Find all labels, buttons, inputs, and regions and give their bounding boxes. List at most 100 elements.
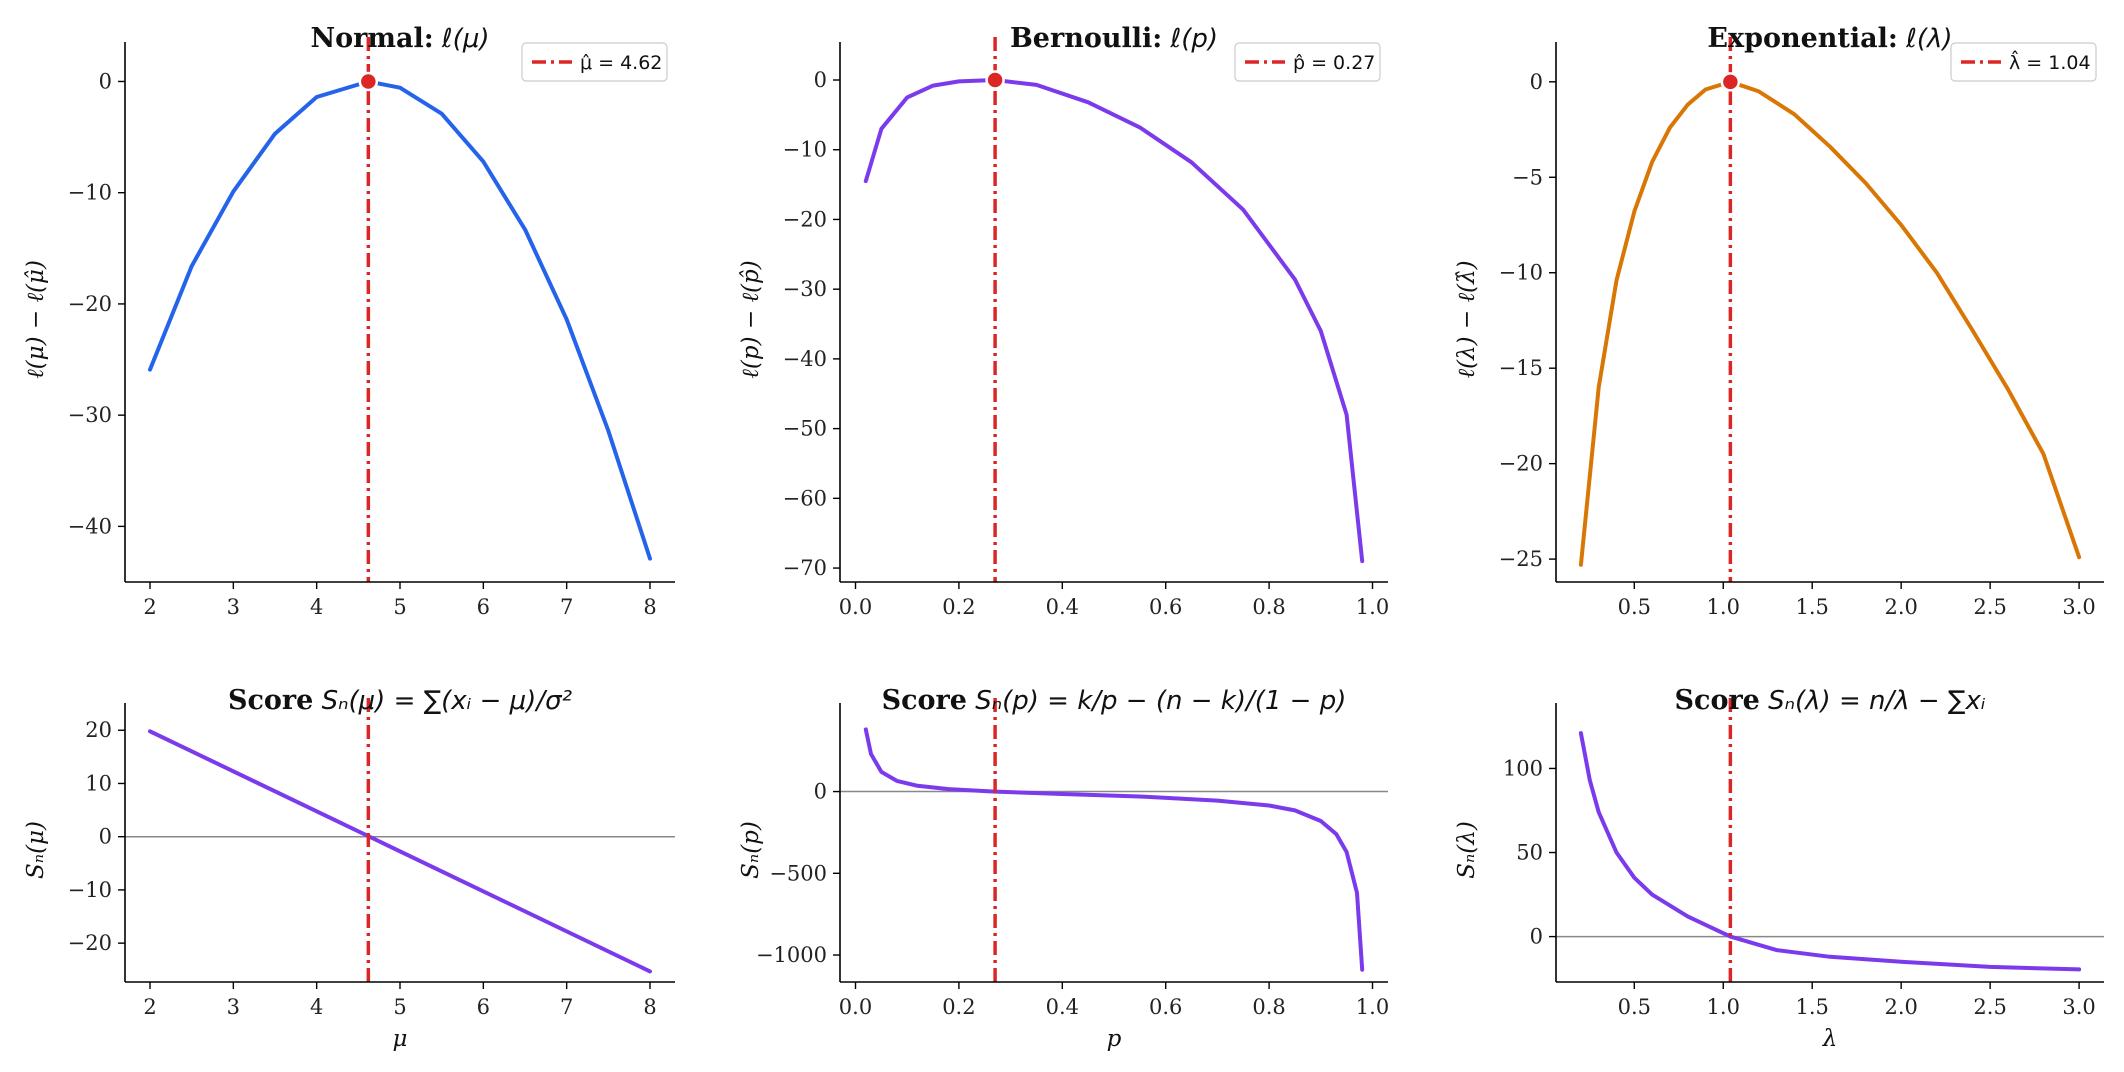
y-tick-label: −40 (783, 347, 827, 371)
chart-title-math: ℓ(λ) (1898, 24, 1953, 54)
y-tick-label: −20 (1499, 452, 1543, 476)
y-tick-label: 0 (1530, 70, 1543, 94)
chart-panel-4: 2 3 4 5 6 7 8 20 10 0 −10 −20 Score Sₙ(μ) = ∑(xᵢ − μ… (23, 685, 675, 1052)
x-tick-label: 3 (227, 995, 240, 1019)
y-tick-label: −5 (1512, 165, 1543, 189)
chart-title-bold: Bernoulli: (1010, 23, 1162, 54)
x-tick-label: 1.5 (1796, 595, 1829, 619)
y-tick-label: −25 (1499, 547, 1543, 571)
y-tick-label: −10 (68, 878, 112, 902)
chart-title: Normal: ℓ(μ) (310, 23, 489, 54)
y-tick-label: 0 (814, 68, 827, 92)
y-tick-label: −70 (783, 556, 827, 580)
x-tick-label: 2.0 (1884, 595, 1917, 619)
x-tick-label: 0.6 (1149, 595, 1182, 619)
y-axis-label: Sₙ(μ) (23, 821, 49, 879)
x-tick-label: 6 (477, 995, 490, 1019)
y-tick-label: −30 (783, 277, 827, 301)
series-line (148, 79, 652, 561)
legend-box (521, 42, 668, 82)
chart-title: Score Sₙ(μ) = ∑(xᵢ − μ)/σ² (228, 685, 572, 716)
series-line (1578, 79, 2082, 567)
x-tick-label: 7 (560, 995, 573, 1019)
y-tick-label: −30 (68, 403, 112, 427)
y-tick-label: −10 (1499, 261, 1543, 285)
chart-title-bold: Score (1675, 685, 1760, 716)
x-tick-label: 2.5 (1973, 595, 2006, 619)
x-tick-label: 0.0 (839, 595, 872, 619)
x-tick-label: 0.8 (1252, 995, 1285, 1019)
x-tick-label: 0.2 (942, 995, 975, 1019)
chart-title-bold: Score (882, 685, 967, 716)
y-axis-label: ℓ(λ) − ℓ(λ̂) (1454, 260, 1480, 378)
y-tick-label: −10 (783, 138, 827, 162)
series-line (148, 729, 652, 974)
x-tick-label: 5 (393, 995, 406, 1019)
y-tick-label: 50 (1516, 841, 1543, 865)
series-line (1578, 731, 2082, 972)
x-tick-label: 4 (310, 995, 323, 1019)
x-axis-label: μ (393, 1026, 408, 1052)
y-axis-label: Sₙ(p) (738, 821, 764, 879)
x-tick-label: 0.8 (1252, 595, 1285, 619)
chart-title-bold: Score (228, 685, 313, 716)
x-tick-label: 0.5 (1618, 595, 1651, 619)
chart-title: Bernoulli: ℓ(p) (1010, 23, 1218, 54)
x-tick-label: 1.0 (1356, 995, 1389, 1019)
y-axis-label: ℓ(μ) − ℓ(μ̂) (23, 260, 49, 379)
series-line (863, 78, 1365, 564)
legend-label: μ̂ = 4.62 (580, 52, 662, 74)
chart-title-math: Sₙ(μ) = ∑(xᵢ − μ)/σ² (313, 686, 572, 716)
y-tick-label: −1000 (756, 943, 827, 967)
x-tick-label: 1.5 (1796, 995, 1829, 1019)
y-tick-label: −20 (68, 292, 112, 316)
y-tick-label: −10 (68, 181, 112, 205)
legend-box (1234, 42, 1381, 82)
x-tick-label: 0.4 (1046, 595, 1079, 619)
x-tick-label: 0.0 (839, 995, 872, 1019)
y-tick-label: −500 (769, 861, 827, 885)
chart-title-math: ℓ(μ) (434, 24, 490, 54)
y-tick-label: −20 (783, 207, 827, 231)
y-tick-label: 0 (99, 69, 112, 93)
x-tick-label: 0.6 (1149, 995, 1182, 1019)
x-tick-label: 8 (643, 595, 656, 619)
x-axis-label: λ (1822, 1026, 1838, 1052)
legend-label: λ̂ = 1.04 (2009, 50, 2091, 74)
x-tick-label: 1.0 (1707, 595, 1740, 619)
x-tick-label: 7 (560, 595, 573, 619)
x-tick-label: 1.0 (1707, 995, 1740, 1019)
chart-title: Score Sₙ(λ) = n/λ − ∑xᵢ (1675, 685, 1986, 716)
chart-panel-6: 0.5 1.0 1.5 2.0 2.5 3.0 100 50 0 Score Sₙ(λ) = n/… (1454, 685, 2104, 1052)
chart-title-bold: Normal: (310, 23, 433, 54)
chart-panel-1: 2 3 4 5 6 7 8 0 −10 −20 −30 −40 Normal: ℓ(μ) ℓ(μ) − ℓ… (23, 23, 675, 619)
x-tick-label: 2.5 (1973, 995, 2006, 1019)
y-tick-label: 0 (814, 780, 827, 804)
mle-point (358, 71, 379, 92)
y-tick-label: 0 (99, 825, 112, 849)
x-tick-label: 4 (310, 595, 323, 619)
series-line (863, 727, 1365, 972)
chart-title-math: Sₙ(λ) = n/λ − ∑xᵢ (1760, 686, 1986, 716)
x-axis-label: p (1107, 1026, 1122, 1052)
x-tick-label: 2 (143, 595, 156, 619)
chart-panel-5: 0.0 0.2 0.4 0.6 0.8 1.0 0 −500 −1000 Score Sₙ(p) … (738, 685, 1389, 1052)
x-tick-label: 1.0 (1356, 595, 1389, 619)
x-tick-label: 3.0 (2062, 595, 2095, 619)
chart-title-bold: Exponential: (1707, 23, 1897, 54)
y-tick-label: −15 (1499, 356, 1543, 380)
chart-panel-3: 0.5 1.0 1.5 2.0 2.5 3.0 0 −5 −10 −15 −20 −25 Exponen… (1454, 23, 2104, 619)
y-tick-label: −20 (68, 931, 112, 955)
x-tick-label: 6 (477, 595, 490, 619)
chart-title: Score Sₙ(p) = k/p − (n − k)/(1 − p) (882, 685, 1347, 716)
chart-title-math: ℓ(p) (1162, 24, 1218, 54)
x-tick-label: 0.4 (1046, 995, 1079, 1019)
chart-title-math: Sₙ(p) = k/p − (n − k)/(1 − p) (967, 686, 1346, 716)
x-tick-label: 0.5 (1618, 995, 1651, 1019)
y-tick-label: −40 (68, 514, 112, 538)
x-tick-label: 5 (393, 595, 406, 619)
y-tick-label: 10 (85, 771, 112, 795)
y-tick-label: 0 (1530, 925, 1543, 949)
